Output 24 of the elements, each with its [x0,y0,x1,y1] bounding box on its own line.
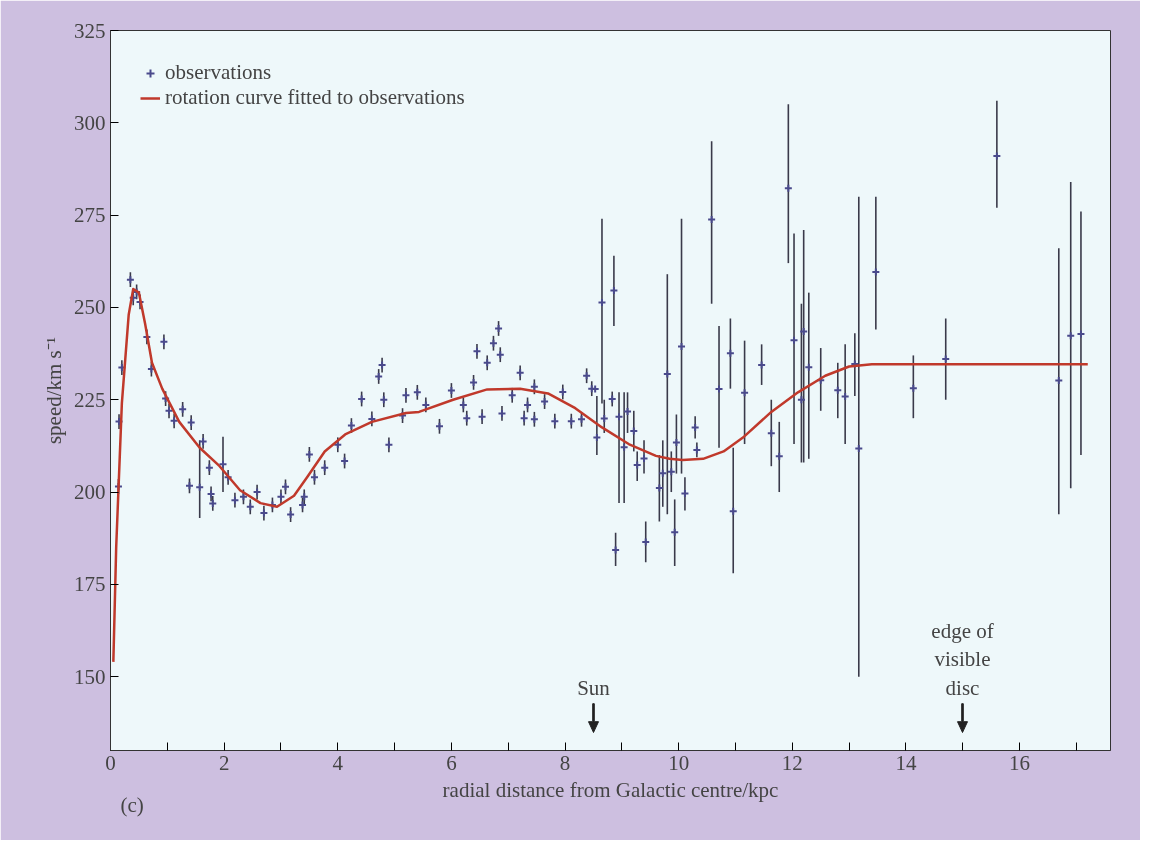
legend-label: rotation curve fitted to observations [165,85,465,110]
x-tick-label: 12 [781,750,803,775]
y-tick-label: 300 [74,110,106,135]
x-tick-label: 6 [446,750,457,775]
x-tick-label: 10 [668,750,690,775]
x-tick-label: 2 [218,750,230,775]
y-tick-label: 250 [74,295,106,320]
annotation: Sun [577,676,611,701]
x-axis-title: radial distance from Galactic centre/kpc [442,777,779,802]
annotation: edge of visible disc [931,618,994,701]
x-tick-label: 14 [895,750,917,775]
y-tick-label: 200 [74,480,106,505]
x-tick-label: 4 [332,750,344,775]
y-tick-label: 325 [74,18,106,43]
y-axis-title: speed/km s⁻¹ [42,336,66,445]
x-tick-label: 8 [559,750,571,775]
legend-label: observations [165,60,272,85]
y-tick-label: 175 [74,572,106,597]
text: (c) [120,792,144,817]
y-tick-label: 275 [74,203,106,228]
y-tick-label: 150 [74,664,106,689]
x-tick-label: 0 [105,750,116,775]
x-tick-label: 16 [1009,750,1031,775]
y-tick-label: 225 [74,387,106,412]
